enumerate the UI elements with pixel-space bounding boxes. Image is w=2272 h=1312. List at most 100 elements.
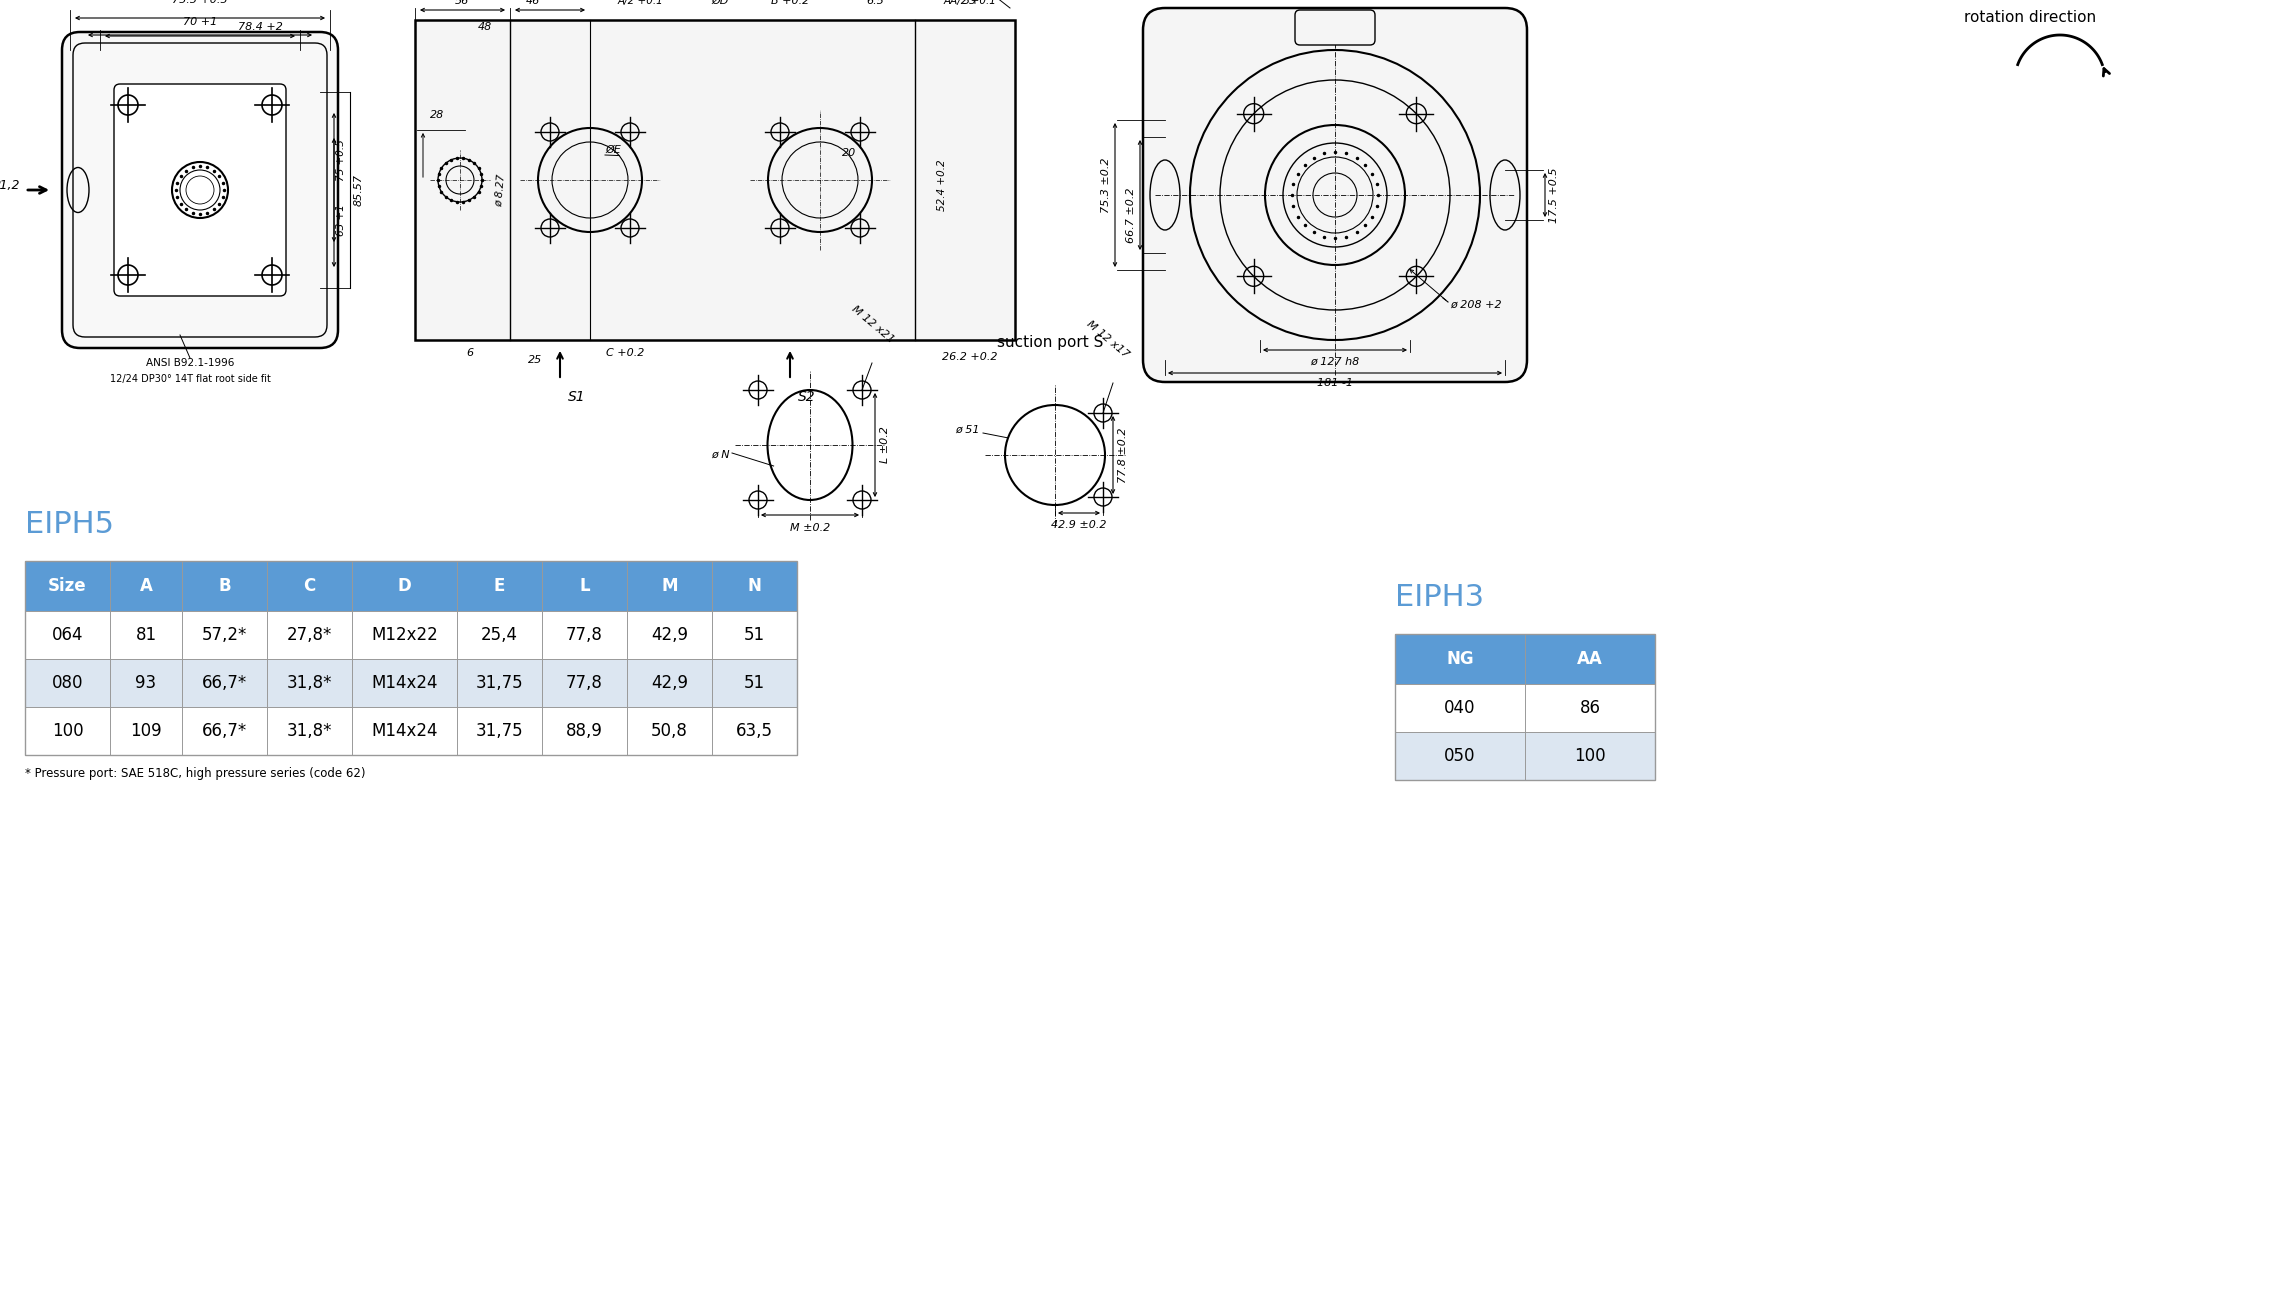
- Text: 31,8*: 31,8*: [286, 722, 332, 740]
- Text: 70 +1: 70 +1: [182, 17, 218, 28]
- Text: ø 208 +2: ø 208 +2: [1450, 300, 1502, 310]
- Text: B +0.2: B +0.2: [770, 0, 809, 7]
- Text: AA/2 +0.1: AA/2 +0.1: [943, 0, 997, 7]
- Bar: [711, 707, 797, 754]
- FancyBboxPatch shape: [1295, 10, 1375, 45]
- Text: suction port S: suction port S: [997, 335, 1104, 350]
- Text: 42.9 ±0.2: 42.9 ±0.2: [1052, 520, 1106, 530]
- Bar: [457, 659, 543, 707]
- Text: C +0.2: C +0.2: [607, 348, 645, 358]
- Bar: [1525, 684, 1654, 732]
- Text: N: N: [747, 577, 761, 596]
- Bar: [109, 659, 182, 707]
- Text: NG: NG: [1447, 649, 1475, 668]
- Text: D: D: [398, 577, 411, 596]
- FancyBboxPatch shape: [73, 43, 327, 337]
- Bar: [711, 562, 797, 611]
- Text: 77,8: 77,8: [566, 626, 602, 644]
- Text: 51: 51: [743, 674, 766, 691]
- Bar: [627, 659, 711, 707]
- Text: 064: 064: [52, 626, 84, 644]
- Text: 75.5 +0.5: 75.5 +0.5: [173, 0, 227, 5]
- Text: 42,9: 42,9: [652, 674, 688, 691]
- Text: 080: 080: [52, 674, 84, 691]
- Text: 100: 100: [52, 722, 84, 740]
- Text: 33: 33: [963, 0, 977, 7]
- Text: M12x22: M12x22: [370, 626, 438, 644]
- Text: 88,9: 88,9: [566, 722, 602, 740]
- Text: M ±0.2: M ±0.2: [791, 523, 829, 533]
- Text: 20: 20: [843, 148, 857, 157]
- Text: S1: S1: [568, 390, 586, 404]
- Text: 66.7 ±0.2: 66.7 ±0.2: [1127, 188, 1136, 243]
- Bar: [352, 562, 457, 611]
- Bar: [416, 20, 1016, 340]
- Bar: [182, 659, 268, 707]
- Bar: [1395, 732, 1525, 781]
- Bar: [182, 562, 268, 611]
- Bar: [25, 562, 109, 611]
- Text: 57,2*: 57,2*: [202, 626, 248, 644]
- Text: 93: 93: [136, 674, 157, 691]
- Bar: [1395, 634, 1654, 781]
- Text: M14x24: M14x24: [370, 674, 438, 691]
- Text: 75 +0.5: 75 +0.5: [336, 139, 345, 181]
- Text: 31,75: 31,75: [475, 674, 523, 691]
- Text: L: L: [579, 577, 591, 596]
- Bar: [627, 562, 711, 611]
- Bar: [1525, 634, 1654, 684]
- Bar: [711, 611, 797, 659]
- Text: B: B: [218, 577, 232, 596]
- Bar: [457, 611, 543, 659]
- Text: 52.4 +0.2: 52.4 +0.2: [936, 159, 947, 211]
- Text: 63 +1: 63 +1: [336, 205, 345, 236]
- Text: M 12 x17: M 12 x17: [1086, 319, 1131, 359]
- Text: P1,2: P1,2: [0, 178, 20, 192]
- Text: 25,4: 25,4: [482, 626, 518, 644]
- Bar: [352, 707, 457, 754]
- Text: 17.5 +0.5: 17.5 +0.5: [1550, 167, 1559, 223]
- Text: ØD: ØD: [711, 0, 729, 7]
- Text: A/2 +0.1: A/2 +0.1: [618, 0, 663, 7]
- Text: M: M: [661, 577, 677, 596]
- Text: rotation direction: rotation direction: [1963, 10, 2097, 25]
- Text: 050: 050: [1445, 747, 1477, 765]
- Bar: [457, 562, 543, 611]
- Text: 66,7*: 66,7*: [202, 674, 248, 691]
- Text: 77.8 ±0.2: 77.8 ±0.2: [1118, 428, 1127, 483]
- Text: 85.57: 85.57: [354, 174, 364, 206]
- Text: 77,8: 77,8: [566, 674, 602, 691]
- Bar: [1395, 684, 1525, 732]
- Text: EIPH3: EIPH3: [1395, 583, 1484, 611]
- Text: 66,7*: 66,7*: [202, 722, 248, 740]
- Text: M 12 x21: M 12 x21: [850, 304, 895, 345]
- Bar: [25, 707, 109, 754]
- Text: ø 51: ø 51: [957, 425, 979, 436]
- Text: 75.3 ±0.2: 75.3 ±0.2: [1102, 157, 1111, 213]
- Bar: [268, 659, 352, 707]
- Text: ØE: ØE: [604, 146, 620, 155]
- Text: 50,8: 50,8: [652, 722, 688, 740]
- Bar: [268, 707, 352, 754]
- Text: 81: 81: [136, 626, 157, 644]
- Text: 109: 109: [130, 722, 161, 740]
- Text: 31,75: 31,75: [475, 722, 523, 740]
- FancyBboxPatch shape: [61, 31, 339, 348]
- Text: AA: AA: [1577, 649, 1602, 668]
- Text: 86: 86: [1579, 699, 1599, 716]
- Text: 46: 46: [525, 0, 541, 7]
- Text: 48: 48: [477, 22, 493, 31]
- Bar: [182, 707, 268, 754]
- Text: 040: 040: [1445, 699, 1477, 716]
- FancyBboxPatch shape: [114, 84, 286, 297]
- Bar: [25, 659, 109, 707]
- Text: ø 8.27: ø 8.27: [493, 173, 507, 207]
- Text: E: E: [493, 577, 504, 596]
- Bar: [352, 611, 457, 659]
- Text: 51: 51: [743, 626, 766, 644]
- Bar: [457, 707, 543, 754]
- Text: 28: 28: [429, 110, 443, 119]
- Text: 78.4 +2: 78.4 +2: [239, 22, 282, 31]
- Bar: [1395, 634, 1525, 684]
- Text: 12/24 DP30° 14T flat root side fit: 12/24 DP30° 14T flat root side fit: [109, 374, 270, 384]
